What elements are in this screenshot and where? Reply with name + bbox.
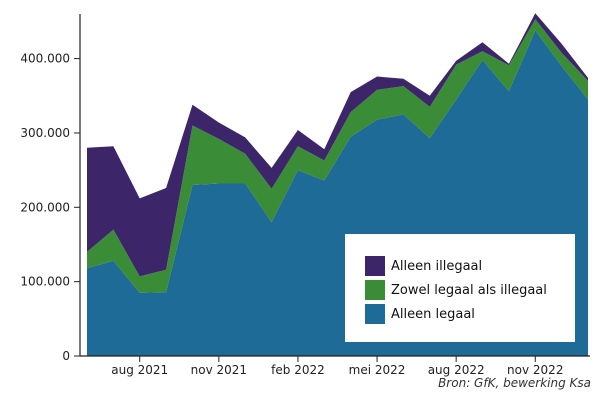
legend-label: Zowel legaal als illegaal: [391, 282, 547, 298]
legend-swatch-alleen-illegaal: [365, 256, 385, 276]
legend-item-alleen-illegaal: Alleen illegaal: [365, 256, 482, 276]
legend-label: Alleen legaal: [391, 306, 475, 322]
area-series-alleen-illegaal: [87, 13, 588, 277]
x-tick-label: mei 2022: [349, 363, 406, 377]
legend-item-zowel: Zowel legaal als illegaal: [365, 280, 547, 300]
legend-label: Alleen illegaal: [391, 258, 483, 274]
y-tick-layer: 0 100.000 200.000 300.000 400.000: [20, 52, 80, 363]
x-tick-label: aug 2022: [428, 363, 485, 377]
legend-swatch-zowel: [365, 280, 385, 300]
x-tick-layer: aug 2021 nov 2021 feb 2022 mei 2022 aug 2022…: [111, 356, 563, 377]
x-tick-label: aug 2021: [111, 363, 168, 377]
y-tick-label: 300.000: [20, 126, 70, 140]
x-tick-label: nov 2021: [191, 363, 247, 377]
y-tick-label: 200.000: [20, 200, 70, 214]
y-tick-label: 0: [62, 349, 70, 363]
area-series-zowel-legaal-als-illegaal: [87, 19, 588, 293]
y-tick-label: 100.000: [20, 275, 70, 289]
legend-item-alleen-legaal: Alleen legaal: [365, 304, 475, 324]
legend: Alleen illegaal Zowel legaal als illegaa…: [345, 234, 575, 342]
x-tick-label: feb 2022: [271, 363, 325, 377]
source-note: Bron: GfK, bewerking Ksa: [438, 376, 591, 390]
y-tick-label: 400.000: [20, 52, 70, 66]
legend-swatch-alleen-legaal: [365, 304, 385, 324]
x-tick-label: nov 2022: [507, 363, 563, 377]
